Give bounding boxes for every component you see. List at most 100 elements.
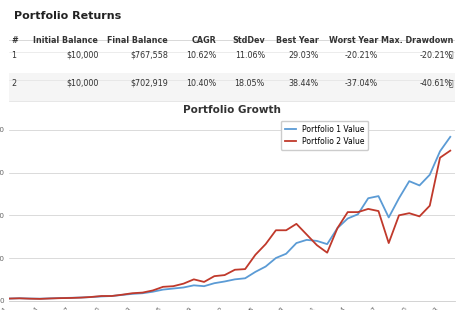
Text: StdDev: StdDev: [232, 36, 264, 45]
Portfolio 1 Value: [324, 242, 329, 246]
Text: $767,558: $767,558: [130, 51, 168, 60]
Portfolio 2 Value: [416, 215, 421, 218]
Portfolio 1 Value: [27, 297, 33, 300]
Portfolio 1 Value: [140, 291, 145, 295]
Portfolio 2 Value: [221, 273, 227, 277]
Portfolio 2 Value: [57, 296, 63, 300]
Portfolio 1 Value: [211, 281, 217, 285]
Portfolio 1 Value: [6, 297, 12, 300]
Portfolio 2 Value: [273, 228, 278, 232]
Title: Portfolio Growth: Portfolio Growth: [183, 105, 280, 115]
Portfolio 2 Value: [437, 156, 442, 160]
Portfolio 2 Value: [303, 233, 309, 237]
Portfolio 1 Value: [447, 135, 452, 139]
Portfolio 2 Value: [6, 297, 12, 300]
Text: $702,919: $702,919: [130, 79, 168, 88]
Portfolio 2 Value: [406, 211, 411, 215]
Portfolio 1 Value: [395, 196, 401, 200]
Portfolio 2 Value: [201, 280, 207, 284]
Portfolio 2 Value: [37, 297, 43, 301]
Portfolio 1 Value: [283, 252, 288, 256]
Portfolio 2 Value: [170, 284, 176, 288]
Text: 29.03%: 29.03%: [288, 51, 318, 60]
Portfolio 2 Value: [140, 291, 145, 294]
Portfolio 1 Value: [364, 196, 370, 200]
Text: -37.04%: -37.04%: [344, 79, 377, 88]
Portfolio 1 Value: [221, 280, 227, 283]
Portfolio 2 Value: [385, 241, 391, 245]
Portfolio 2 Value: [190, 277, 196, 281]
Text: 1: 1: [11, 51, 17, 60]
Portfolio 2 Value: [447, 149, 452, 153]
Portfolio 1 Value: [68, 296, 73, 300]
Text: 2: 2: [11, 79, 17, 88]
Portfolio 2 Value: [354, 210, 360, 214]
Text: #: #: [11, 36, 18, 45]
Portfolio 1 Value: [88, 295, 94, 299]
Portfolio 1 Value: [47, 296, 53, 300]
Portfolio 2 Value: [426, 204, 431, 208]
Portfolio 2 Value: [99, 294, 104, 298]
Line: Portfolio 2 Value: Portfolio 2 Value: [9, 151, 449, 299]
Portfolio 1 Value: [170, 287, 176, 290]
Portfolio 1 Value: [334, 226, 340, 230]
Text: Final Balance: Final Balance: [107, 36, 168, 45]
Portfolio 1 Value: [242, 277, 247, 280]
Text: -40.61%: -40.61%: [419, 79, 452, 88]
Portfolio 1 Value: [252, 270, 257, 274]
Portfolio 1 Value: [160, 288, 165, 291]
Portfolio 1 Value: [78, 296, 84, 299]
Portfolio 1 Value: [109, 294, 114, 298]
Text: $10,000: $10,000: [66, 79, 98, 88]
Portfolio 1 Value: [344, 217, 350, 220]
Portfolio 1 Value: [190, 283, 196, 287]
Portfolio 1 Value: [426, 173, 431, 177]
Text: $10,000: $10,000: [66, 51, 98, 60]
Legend: Portfolio 1 Value, Portfolio 2 Value: Portfolio 1 Value, Portfolio 2 Value: [280, 121, 368, 150]
Portfolio 2 Value: [344, 210, 350, 214]
Portfolio 2 Value: [109, 294, 114, 298]
Portfolio 2 Value: [252, 253, 257, 257]
Portfolio 2 Value: [47, 297, 53, 300]
Portfolio 2 Value: [334, 226, 340, 230]
Portfolio 2 Value: [324, 251, 329, 255]
Portfolio 1 Value: [99, 294, 104, 298]
Text: -20.21%: -20.21%: [344, 51, 377, 60]
Portfolio 2 Value: [395, 214, 401, 217]
Text: Portfolio Returns: Portfolio Returns: [14, 11, 121, 21]
Text: 11.06%: 11.06%: [234, 51, 264, 60]
Portfolio 2 Value: [78, 296, 84, 299]
Text: Worst Year: Worst Year: [328, 36, 377, 45]
Portfolio 2 Value: [364, 207, 370, 211]
Portfolio 2 Value: [293, 222, 298, 226]
Portfolio 1 Value: [303, 238, 309, 242]
Portfolio 1 Value: [262, 265, 268, 268]
Portfolio 1 Value: [313, 239, 319, 243]
Portfolio 1 Value: [37, 297, 43, 300]
Portfolio 2 Value: [160, 285, 165, 289]
Portfolio 1 Value: [354, 212, 360, 216]
Portfolio 1 Value: [201, 284, 207, 288]
Portfolio 2 Value: [17, 296, 22, 300]
Text: Max. Drawdown: Max. Drawdown: [380, 36, 452, 45]
Text: ⓘ: ⓘ: [448, 79, 452, 88]
Text: 18.05%: 18.05%: [234, 79, 264, 88]
Portfolio 1 Value: [416, 184, 421, 187]
Portfolio 1 Value: [150, 290, 155, 294]
Portfolio 1 Value: [119, 293, 124, 297]
Portfolio 2 Value: [27, 297, 33, 300]
Portfolio 1 Value: [129, 292, 135, 296]
Text: 38.44%: 38.44%: [288, 79, 318, 88]
Portfolio 2 Value: [242, 267, 247, 271]
Portfolio 2 Value: [313, 243, 319, 247]
Line: Portfolio 1 Value: Portfolio 1 Value: [9, 137, 449, 299]
Text: ⓘ: ⓘ: [448, 51, 452, 60]
Portfolio 1 Value: [437, 149, 442, 153]
Text: Initial Balance: Initial Balance: [34, 36, 98, 45]
Portfolio 1 Value: [375, 194, 381, 198]
Portfolio 2 Value: [88, 295, 94, 299]
Portfolio 2 Value: [68, 296, 73, 300]
Portfolio 1 Value: [293, 241, 298, 245]
Portfolio 1 Value: [406, 179, 411, 183]
Portfolio 1 Value: [17, 296, 22, 300]
